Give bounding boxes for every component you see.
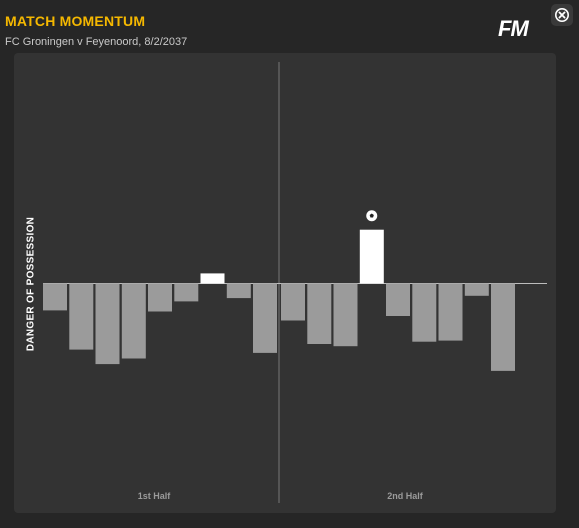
momentum-bar[interactable] xyxy=(386,283,410,317)
momentum-bar[interactable] xyxy=(281,283,305,321)
momentum-bar[interactable] xyxy=(359,229,384,284)
momentum-bar[interactable] xyxy=(333,283,358,347)
momentum-bar[interactable] xyxy=(43,283,67,311)
momentum-bar[interactable] xyxy=(226,283,251,299)
momentum-bar[interactable] xyxy=(464,283,489,296)
close-button[interactable] xyxy=(551,4,573,26)
momentum-bar[interactable] xyxy=(69,283,94,350)
match-subtitle: FC Groningen v Feyenoord, 8/2/2037 xyxy=(5,36,188,48)
momentum-bar[interactable] xyxy=(121,283,146,359)
momentum-bar[interactable] xyxy=(95,283,120,365)
momentum-bar[interactable] xyxy=(200,273,225,284)
momentum-bar[interactable] xyxy=(148,283,172,312)
half-label: 1st Half xyxy=(138,491,172,501)
ball-icon xyxy=(366,210,378,222)
half-label: 2nd Half xyxy=(387,491,424,501)
momentum-bar[interactable] xyxy=(438,283,463,341)
window-title: MATCH MOMENTUM xyxy=(5,13,146,29)
close-icon xyxy=(555,8,569,22)
momentum-bar[interactable] xyxy=(491,283,515,371)
momentum-bar[interactable] xyxy=(253,283,277,353)
fm-logo: FM xyxy=(498,16,529,41)
momentum-bar[interactable] xyxy=(412,283,437,342)
momentum-bar[interactable] xyxy=(307,283,332,345)
momentum-bar[interactable] xyxy=(174,283,199,302)
